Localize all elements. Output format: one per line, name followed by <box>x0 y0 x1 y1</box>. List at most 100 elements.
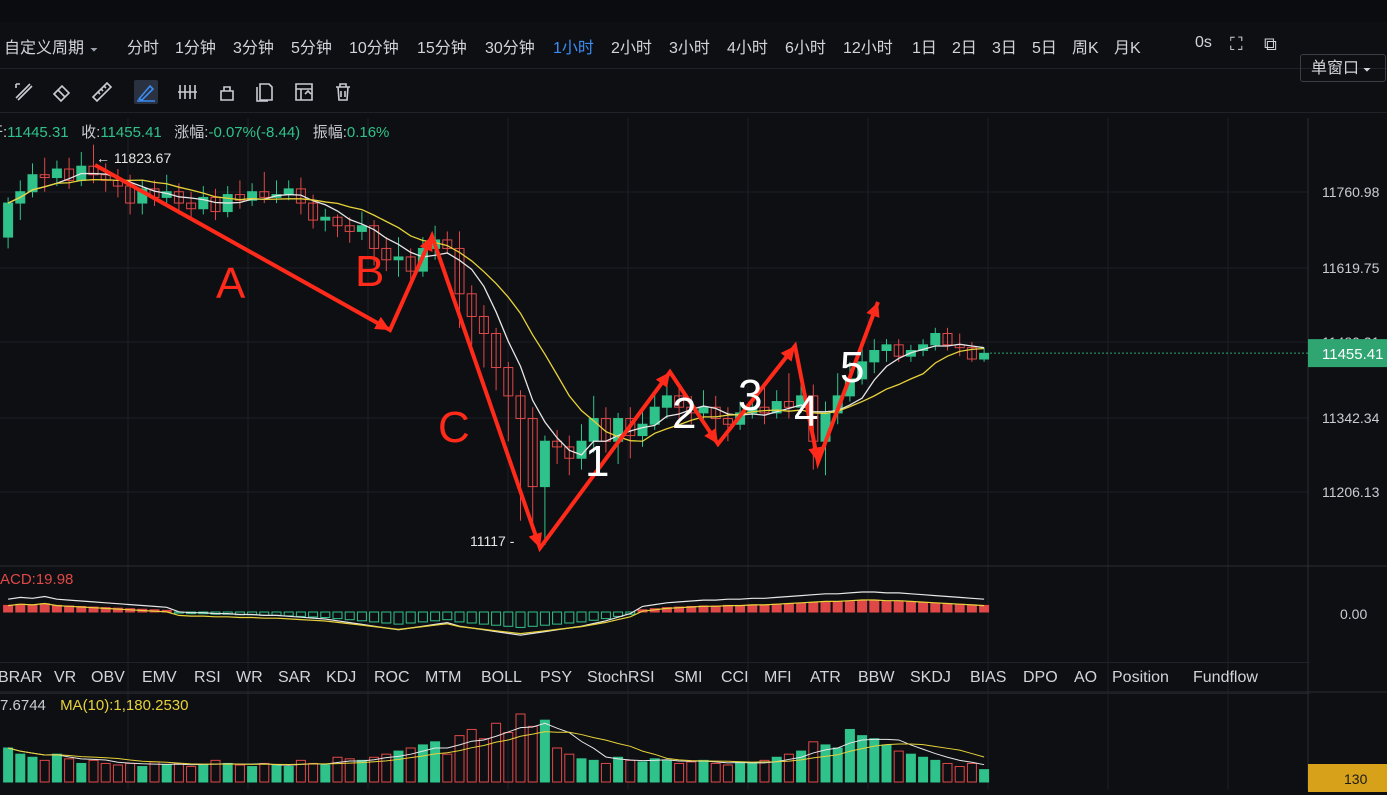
indicator-tab[interactable]: BOLL <box>481 669 522 686</box>
volume-bar <box>417 744 428 783</box>
candle-body <box>186 202 197 210</box>
macd-dif-line <box>8 591 985 636</box>
indicator-tab[interactable]: ROC <box>374 669 410 686</box>
period-tab[interactable]: 10分钟 <box>349 34 399 58</box>
indicator-tab[interactable]: WR <box>236 669 263 686</box>
macd-bar <box>735 604 746 613</box>
volume-bar <box>539 719 550 783</box>
macd-bar <box>100 607 111 613</box>
period-tab[interactable]: 自定义周期 ⏷ <box>4 34 98 58</box>
indicator-tab[interactable]: BIAS <box>970 669 1007 686</box>
close-label: 收: <box>81 124 101 141</box>
period-tab[interactable]: 5分钟 <box>291 34 332 58</box>
macd-bar <box>405 611 416 624</box>
period-tab[interactable]: 5日 <box>1032 34 1057 58</box>
indicator-tab[interactable]: OBV <box>91 669 125 686</box>
template-icon[interactable] <box>292 80 316 104</box>
volume-ma10-line <box>7 731 985 766</box>
period-tab[interactable]: 1分钟 <box>175 34 216 58</box>
indicator-tab[interactable]: AO <box>1074 669 1098 686</box>
window-select[interactable]: 单窗口 ⏷ <box>1300 54 1386 82</box>
open-label: 开: <box>0 124 8 141</box>
period-tab[interactable]: 1小时 <box>553 34 594 58</box>
candle-tool-icon[interactable] <box>175 80 199 104</box>
period-tab[interactable]: 12小时 <box>843 34 893 58</box>
pen-icon[interactable] <box>134 80 158 104</box>
indicator-tab[interactable]: Position <box>1112 669 1169 686</box>
indicator-tab[interactable]: SMI <box>674 669 703 686</box>
indicator-tab[interactable]: MFI <box>764 669 792 686</box>
period-tab[interactable]: 2日 <box>952 34 977 58</box>
period-tab[interactable]: 3分钟 <box>233 34 274 58</box>
volume-bar <box>649 758 660 783</box>
indicator-tab[interactable]: SKDJ <box>910 669 951 686</box>
macd-bar <box>661 607 672 613</box>
volume-bar <box>613 756 624 783</box>
period-tab-label: 2日 <box>952 40 977 57</box>
indicator-tab[interactable]: PSY <box>540 669 573 686</box>
lock-icon[interactable] <box>215 80 239 104</box>
chevron-down-icon: ⏷ <box>1363 65 1372 76</box>
period-tab[interactable]: 3小时 <box>669 34 710 58</box>
period-tab[interactable]: 30分钟 <box>485 34 535 58</box>
indicator-tab[interactable]: CCI <box>721 669 749 686</box>
window-select-label: 单窗口 <box>1311 60 1360 77</box>
mavol-value: 7.6744 <box>0 697 46 714</box>
volume-bar <box>356 759 367 783</box>
period-tab[interactable]: 3日 <box>992 34 1017 58</box>
eraser-icon[interactable] <box>50 80 74 104</box>
period-tab[interactable]: 月K <box>1114 34 1141 58</box>
indicator-tab[interactable]: SAR <box>278 669 311 686</box>
wave-arrowhead <box>808 446 823 462</box>
amp-value: 0.16% <box>346 124 390 141</box>
volume-bar <box>576 758 587 783</box>
ruler-pencil-icon[interactable] <box>12 80 36 104</box>
price-tag <box>1308 339 1387 368</box>
period-tab-label: 月K <box>1114 40 1141 57</box>
candle-body <box>198 196 209 210</box>
drawing-toolbar <box>0 72 1387 113</box>
period-tab[interactable]: 6小时 <box>785 34 826 58</box>
popout-icon[interactable]: ⧉ <box>1264 34 1277 54</box>
period-tab[interactable]: 4小时 <box>727 34 768 58</box>
macd-bar <box>600 611 611 620</box>
copy-icon[interactable] <box>253 80 277 104</box>
macd-bar <box>954 603 965 613</box>
fullscreen-icon[interactable]: ⛶ <box>1230 34 1243 54</box>
candle-body <box>747 406 758 414</box>
indicator-tab[interactable]: StochRSI <box>587 669 655 686</box>
indicator-tab[interactable]: ATR <box>810 669 841 686</box>
macd-bar <box>369 611 380 623</box>
candle-body <box>539 440 550 488</box>
candle-body <box>308 202 319 221</box>
volume-tag <box>1308 764 1387 792</box>
volume-bar <box>710 762 721 783</box>
volume-bar <box>966 762 977 783</box>
period-tab[interactable]: 2小时 <box>611 34 652 58</box>
indicator-tab[interactable]: KDJ <box>326 669 357 686</box>
period-tab[interactable]: 15分钟 <box>417 34 467 58</box>
candle-body <box>893 344 904 357</box>
volume-bar <box>344 758 355 783</box>
macd-bar <box>808 602 819 613</box>
indicator-tab[interactable]: VR <box>54 669 77 686</box>
indicator-tab[interactable]: DPO <box>1023 669 1058 686</box>
period-tab[interactable]: 分时 <box>127 34 159 58</box>
indicator-tab[interactable]: BBW <box>858 669 895 686</box>
indicator-tab[interactable]: RSI <box>194 669 221 686</box>
candle-body <box>320 216 331 221</box>
ruler-icon[interactable] <box>90 80 114 104</box>
macd-bar <box>942 603 953 613</box>
period-tab[interactable]: 周K <box>1072 34 1099 58</box>
period-tab-label: 1分钟 <box>175 40 216 57</box>
indicator-tab[interactable]: MTM <box>425 669 462 686</box>
period-tab[interactable]: 1日 <box>912 34 937 58</box>
close-value: 11455.41 <box>100 124 162 141</box>
indicator-tab[interactable]: BRAR <box>0 669 43 686</box>
indicator-tab[interactable]: EMV <box>142 669 177 686</box>
volume-bar <box>808 741 819 783</box>
trash-icon[interactable] <box>331 80 355 104</box>
macd-bar <box>442 611 453 621</box>
indicator-tab[interactable]: Fundflow <box>1193 669 1258 686</box>
